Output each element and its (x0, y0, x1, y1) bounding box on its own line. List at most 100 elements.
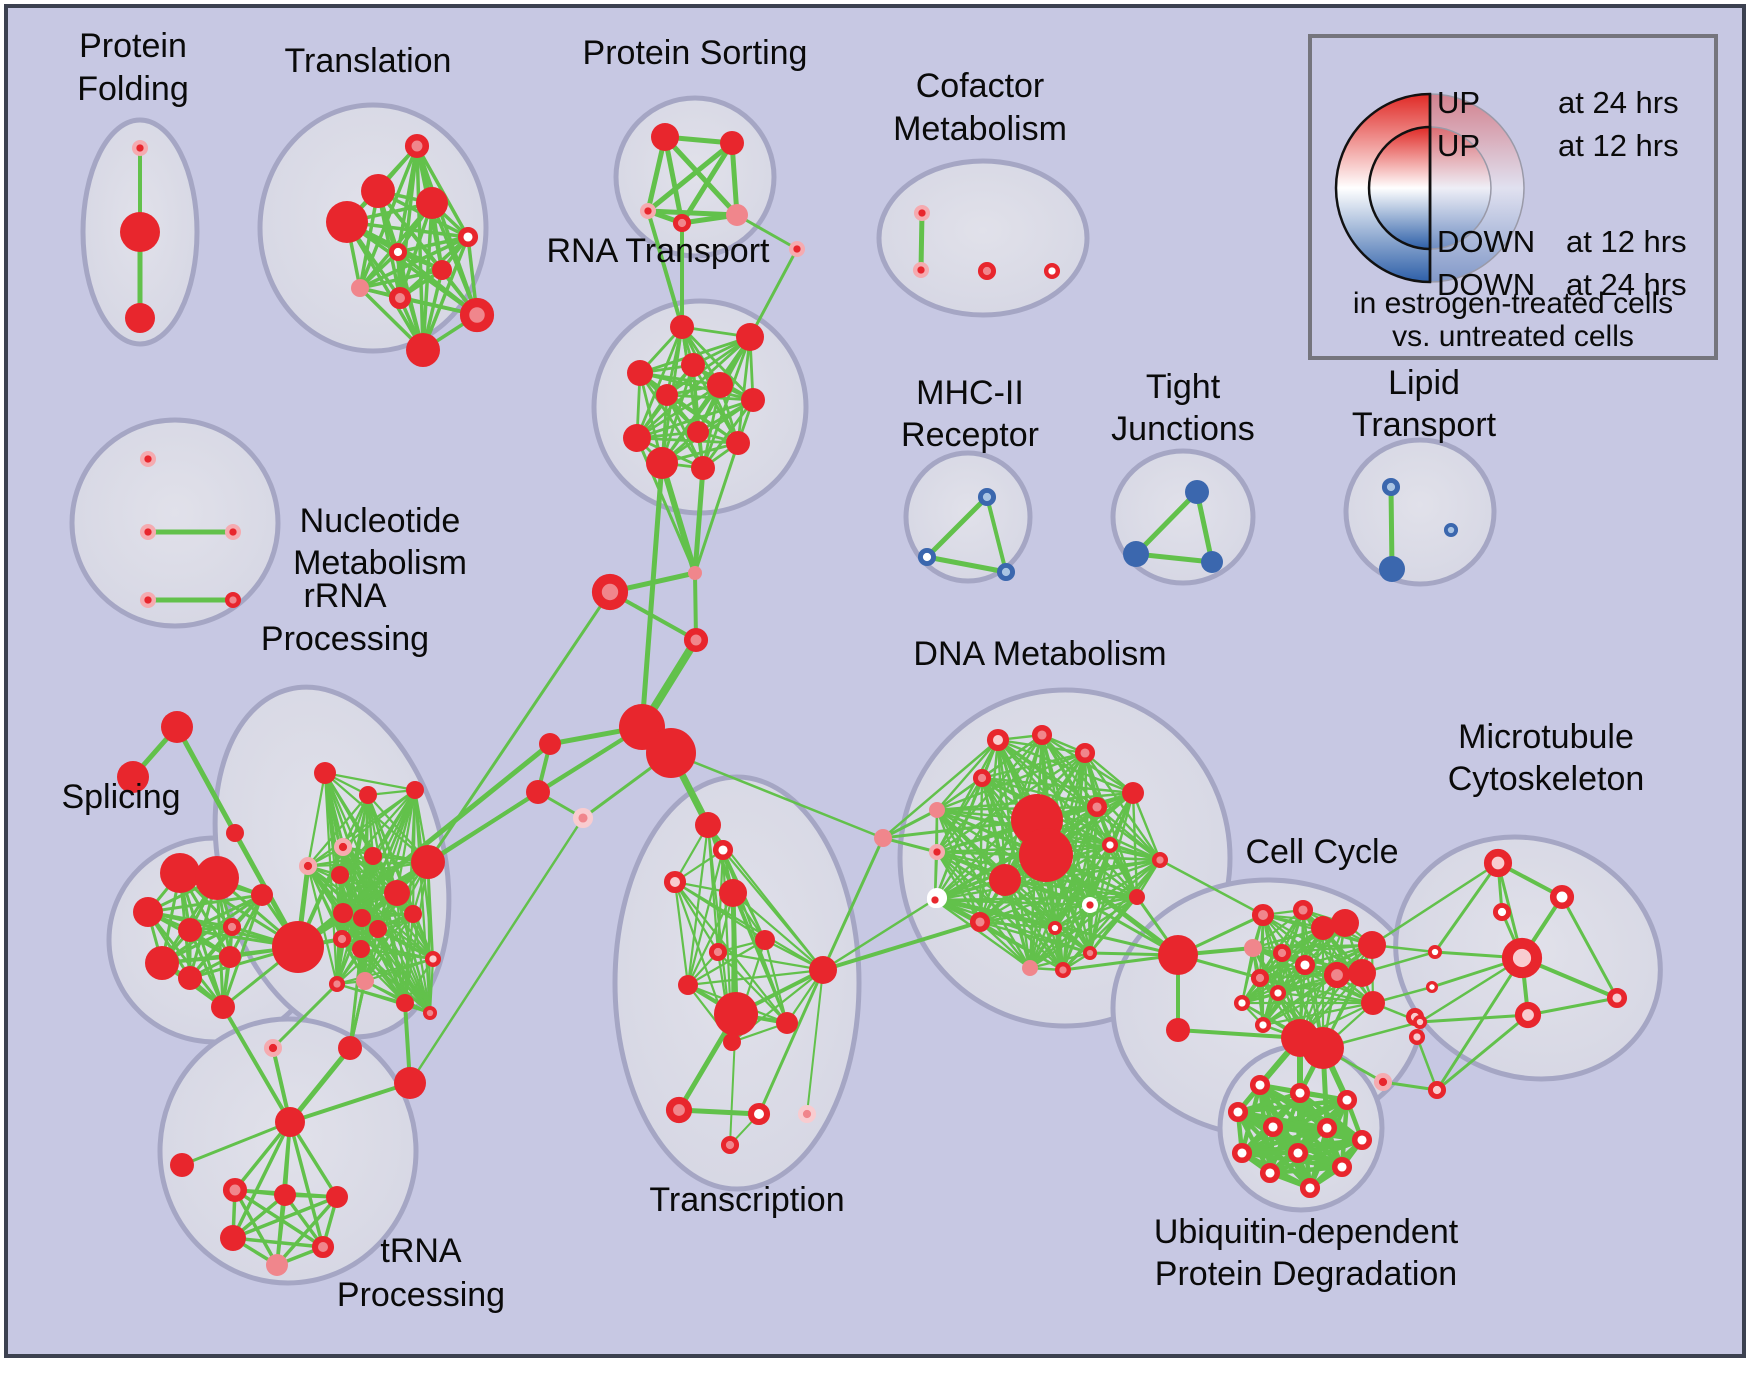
node-TRc (663, 870, 687, 894)
cluster-ellipse-lipid-transport (1343, 437, 1497, 587)
node-L2 (1379, 556, 1405, 582)
edge-rna-transport-mesh (701, 398, 755, 470)
node-TRg (678, 975, 698, 995)
edge-transcription-mesh (721, 848, 825, 972)
legend-dir-down-12: DOWN (1437, 224, 1535, 259)
node-UB12 (1299, 1177, 1321, 1199)
node-T7 (432, 260, 452, 280)
edge-ubiquitin-mesh (1267, 1164, 1345, 1176)
edge-dna-metabolism-mesh (935, 776, 984, 812)
node-RR9 (333, 903, 353, 923)
node-CC9 (1323, 961, 1351, 989)
node-D1 (986, 728, 1010, 752)
node-TRf (708, 942, 728, 962)
node-D7 (1086, 796, 1108, 818)
edge (881, 738, 1000, 840)
edge (924, 554, 1009, 575)
node-CC17 (1408, 1028, 1426, 1046)
cluster-label-nucleotide-metabolism: Nucleotide (300, 502, 461, 540)
edge-cell-cycle-mesh (1258, 976, 1375, 1005)
edge-trna-mesh (288, 1120, 325, 1249)
node-S10 (211, 995, 235, 1019)
cluster-label-ubiquitin-degradation: Protein Degradation (1155, 1255, 1457, 1293)
edge-dna-metabolism-mesh (980, 776, 1135, 795)
edge (1133, 489, 1200, 557)
edge-rrna-mesh (335, 912, 415, 986)
cluster-label-cofactor-metabolism: Cofactor (916, 67, 1045, 105)
node-RR10 (353, 909, 371, 927)
node-RR17 (328, 975, 346, 993)
node-DMh2 (1019, 828, 1073, 882)
edge-dna-metabolism-mesh (1108, 843, 1139, 899)
edge-rrna-mesh (335, 982, 432, 1015)
node-SpHub (272, 921, 324, 973)
cluster-label-ubiquitin-degradation: Ubiquitin-dependent (1154, 1213, 1459, 1251)
node-RR7 (364, 847, 382, 865)
node-D6 (929, 802, 945, 818)
node-BR1 (1158, 935, 1198, 975)
node-C2 (591, 573, 629, 611)
cluster-label-lipid-transport: Transport (1352, 406, 1497, 444)
cluster-label-microtubule-cytoskeleton: Microtubule (1458, 718, 1634, 756)
edge (1043, 852, 1181, 958)
cluster-ellipse-nucleotide-metabolism (69, 417, 281, 629)
node-RR13 (332, 929, 352, 949)
edge-rrna-mesh (395, 891, 407, 1005)
node-D2 (1031, 724, 1053, 746)
node-CC13 (1233, 994, 1251, 1012)
node-H2 (646, 728, 696, 778)
legend: UP at 24 hrs UP at 12 hrs DOWN at 12 hrs… (1308, 34, 1718, 360)
edge-translation-mesh (358, 144, 419, 290)
edge-rna-transport-mesh (638, 371, 705, 470)
node-U1 (222, 1177, 248, 1203)
edge-transcription-mesh (686, 891, 735, 987)
edge (426, 590, 612, 864)
edge (881, 836, 939, 854)
node-R2 (736, 323, 764, 351)
legend-time-down-24: at 24 hrs (1566, 267, 1687, 302)
edge-transcription-mesh (716, 848, 725, 954)
node-MT2 (1549, 884, 1575, 910)
cluster-label-mhc-ii-receptor: MHC-II (916, 374, 1024, 412)
node-RR12 (404, 905, 422, 923)
node-MT5 (1606, 987, 1628, 1009)
edge-dna-metabolism-mesh (1083, 751, 1162, 862)
edge-dna-metabolism-mesh (1028, 951, 1092, 970)
cluster-label-tight-junctions: Junctions (1111, 410, 1255, 448)
edge-dna-metabolism-mesh (935, 850, 982, 924)
node-PS5 (726, 204, 748, 226)
edge-splicing-mesh (221, 893, 264, 1009)
edge (985, 495, 1008, 574)
node-UB9 (1287, 1142, 1309, 1164)
node-RR11 (369, 920, 387, 938)
edge-trna-mesh (275, 1193, 287, 1267)
edge (748, 247, 799, 339)
node-L1 (1381, 477, 1401, 497)
edge-translation-mesh (345, 220, 425, 352)
edge-dna-metabolism-mesh (1053, 926, 1092, 955)
node-RR19 (422, 1005, 438, 1021)
edge-transcription-mesh (763, 938, 789, 1025)
edge-cell-cycle-mesh (1251, 908, 1305, 950)
edge-dna-metabolism-mesh (980, 776, 1162, 862)
cluster-label-protein-folding: Folding (77, 70, 189, 108)
cluster-label-transcription: Transcription (649, 1181, 844, 1219)
node-UB1 (1249, 1074, 1271, 1096)
node-CC10 (1348, 959, 1376, 987)
node-TB (117, 761, 149, 793)
edge (735, 213, 799, 251)
node-S6 (145, 946, 179, 980)
node-TRi (776, 1012, 798, 1034)
edge (924, 494, 990, 560)
node-RR1 (314, 762, 336, 784)
node-T6 (457, 226, 479, 248)
node-UB2 (1289, 1082, 1311, 1104)
node-U6 (266, 1254, 288, 1276)
node-M3 (996, 562, 1016, 582)
edge-dna-metabolism-mesh (933, 898, 1057, 930)
edge-transcription-mesh (673, 880, 690, 987)
node-RR6 (331, 866, 349, 884)
node-RR15 (424, 950, 442, 968)
cluster-label-trna-processing: Processing (337, 1276, 505, 1314)
